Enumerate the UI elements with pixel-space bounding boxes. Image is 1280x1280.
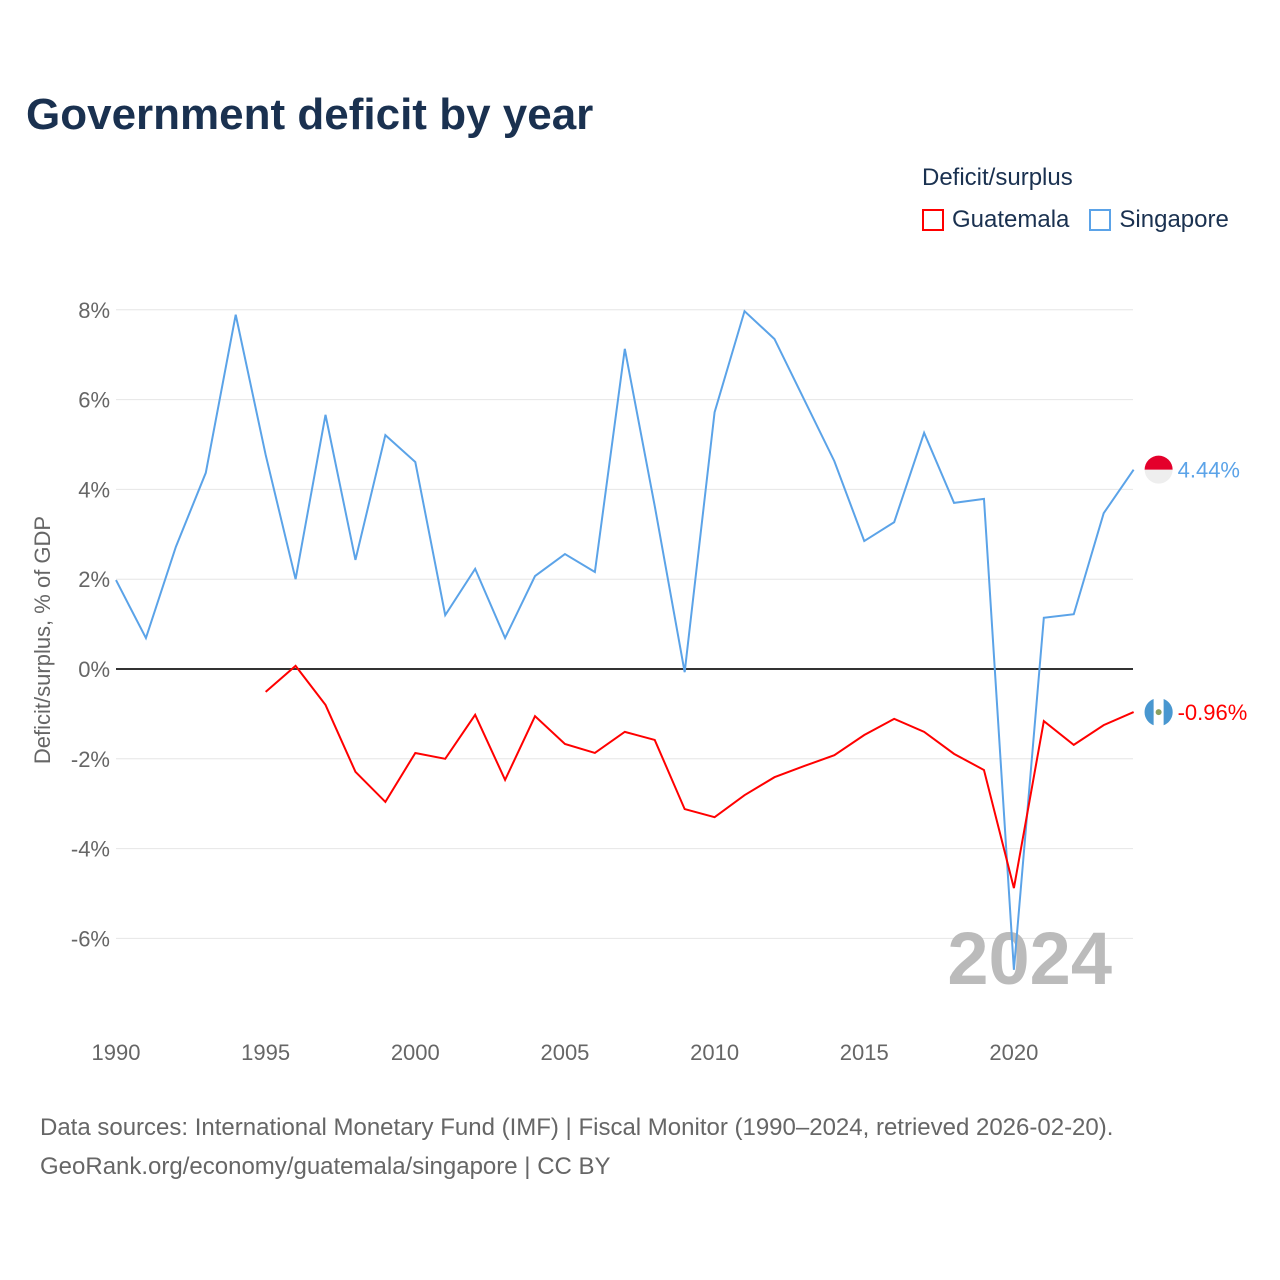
series-line-singapore <box>115 309 1135 970</box>
year-watermark: 2024 <box>947 917 1112 1000</box>
flag-icon-singapore <box>1144 455 1173 484</box>
x-tick-label: 2020 <box>989 1040 1038 1065</box>
legend-item-singapore[interactable]: Singapore <box>1089 206 1229 234</box>
y-tick-label: 0% <box>78 657 110 682</box>
legend-title: Deficit/surplus <box>922 164 1073 191</box>
y-tick-label: -2% <box>71 747 110 772</box>
y-tick-label: 6% <box>78 388 110 413</box>
y-tick-label: 8% <box>78 298 110 323</box>
x-tick-label: 2005 <box>540 1040 589 1065</box>
legend-swatch-guatemala <box>922 209 944 231</box>
flag-blue-left <box>1144 699 1154 726</box>
y-tick-label: -6% <box>71 926 110 951</box>
x-tick-label: 1995 <box>241 1040 290 1065</box>
legend-label: Singapore <box>1119 206 1229 233</box>
source-line: GeoRank.org/economy/guatemala/singapore … <box>40 1153 611 1180</box>
flag-icon-guatemala <box>1144 698 1173 727</box>
source-line: Data sources: International Monetary Fun… <box>40 1114 1114 1141</box>
legend: Guatemala Singapore <box>922 206 1229 234</box>
y-tick-label: 2% <box>78 567 110 592</box>
y-tick-label: 4% <box>78 477 110 502</box>
end-value-label: 4.44% <box>1178 458 1240 483</box>
series-line-guatemala <box>264 664 1135 889</box>
y-tick-label: -4% <box>71 837 110 862</box>
legend-item-guatemala[interactable]: Guatemala <box>922 206 1069 234</box>
flag-red <box>1144 455 1173 470</box>
x-tick-label: 2010 <box>690 1040 739 1065</box>
end-value-label: -0.96% <box>1178 700 1248 725</box>
flag-blue-right <box>1163 699 1173 726</box>
x-tick-label: 1990 <box>92 1040 141 1065</box>
legend-label: Guatemala <box>952 206 1070 233</box>
x-tick-label: 2000 <box>391 1040 440 1065</box>
source-note: Data sources: International Monetary Fun… <box>40 1108 1113 1186</box>
chart-title: Government deficit by year <box>26 90 594 139</box>
y-axis-label: Deficit/surplus, % of GDP <box>30 516 55 764</box>
legend-swatch-singapore <box>1089 209 1112 231</box>
x-tick-label: 2015 <box>840 1040 889 1065</box>
flag-emblem <box>1155 709 1162 716</box>
